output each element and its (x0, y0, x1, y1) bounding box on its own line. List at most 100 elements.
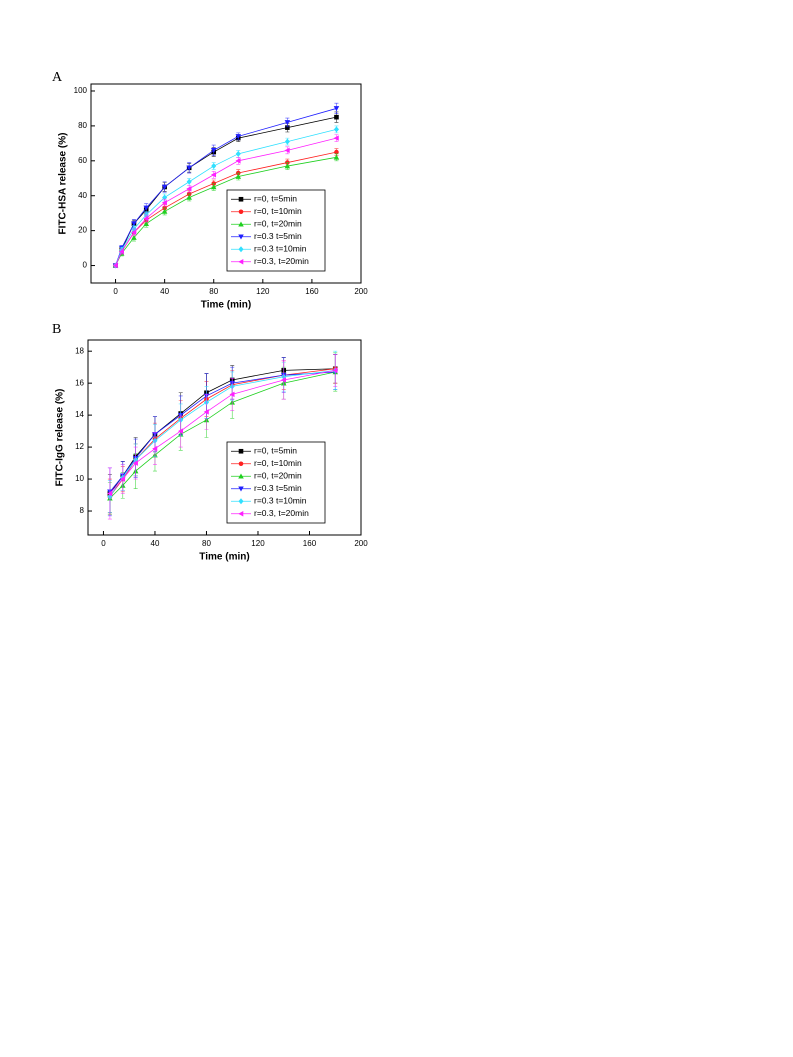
series (112, 153, 340, 268)
marker (280, 377, 287, 383)
series-line (115, 128, 337, 266)
legend-label: r=0, t=5min (254, 194, 297, 204)
marker (284, 120, 291, 126)
marker (177, 428, 184, 434)
marker (112, 262, 118, 269)
y-tick-label: 40 (78, 191, 87, 200)
marker (284, 147, 290, 154)
legend-label: r=0.3 t=5min (254, 483, 302, 493)
y-tick-label: 12 (75, 442, 84, 451)
x-tick-label: 160 (305, 287, 319, 296)
legend-marker (238, 258, 244, 265)
marker (284, 163, 291, 169)
y-axis-title: FITC-HSA release (%) (58, 133, 69, 235)
y-tick-label: 60 (78, 156, 87, 165)
marker (285, 125, 290, 130)
marker (235, 173, 242, 179)
legend-marker (238, 498, 244, 505)
y-tick-label: 16 (75, 378, 84, 387)
x-tick-label: 0 (101, 539, 106, 548)
marker (161, 208, 168, 214)
marker (210, 172, 217, 178)
marker (186, 185, 192, 192)
marker (203, 409, 209, 415)
series-line (115, 108, 337, 266)
y-tick-label: 8 (80, 506, 85, 515)
x-tick-label: 0 (113, 287, 118, 296)
marker (186, 165, 192, 171)
marker (333, 154, 340, 160)
legend-marker (238, 510, 244, 517)
legend-marker (238, 196, 244, 202)
x-tick-label: 80 (209, 287, 218, 296)
marker (131, 229, 137, 236)
marker (162, 194, 168, 201)
x-tick-label: 200 (354, 539, 368, 548)
legend-marker (238, 486, 244, 492)
marker (186, 178, 192, 185)
legend-label: r=0, t=5min (254, 446, 297, 456)
marker (161, 184, 168, 190)
marker (120, 476, 126, 482)
plot-frame (87, 339, 362, 536)
y-tick-label: 0 (83, 261, 88, 270)
marker (229, 391, 235, 398)
x-tick-label: 80 (202, 539, 211, 548)
legend-marker (238, 448, 244, 454)
legend-marker (238, 209, 244, 215)
marker (132, 460, 138, 466)
x-tick-label: 40 (151, 539, 160, 548)
y-tick-label: 80 (78, 121, 87, 130)
panel-label: A (52, 70, 63, 85)
legend-label: r=0, t=20min (254, 471, 302, 481)
marker (211, 163, 217, 170)
marker (107, 490, 113, 497)
marker (284, 138, 290, 145)
marker (186, 194, 192, 200)
marker (118, 248, 124, 255)
legend-label: r=0.3, t=20min (254, 508, 309, 518)
marker (332, 367, 338, 374)
series-line (115, 137, 337, 266)
marker (210, 184, 217, 190)
marker (161, 199, 167, 206)
marker (334, 114, 339, 120)
x-tick-label: 200 (354, 287, 368, 296)
marker (143, 220, 149, 226)
marker (152, 445, 158, 452)
y-tick-label: 14 (75, 410, 84, 419)
marker (235, 158, 241, 164)
marker (235, 150, 241, 157)
legend-label: r=0, t=10min (254, 458, 302, 468)
series-line (115, 156, 337, 266)
x-tick-label: 120 (251, 539, 265, 548)
plot-frame (90, 83, 362, 284)
y-axis-title: FITC-IgG release (%) (55, 389, 66, 487)
legend-label: r=0.3 t=10min (254, 244, 307, 254)
marker (210, 148, 217, 154)
y-tick-label: 10 (75, 474, 84, 483)
marker (333, 106, 340, 112)
marker (333, 135, 339, 141)
marker (131, 221, 137, 227)
y-tick-label: 100 (74, 86, 88, 95)
x-tick-label: 120 (256, 287, 270, 296)
legend-label: r=0.3 t=5min (254, 231, 302, 241)
legend-marker (238, 473, 244, 479)
legend-label: r=0, t=10min (254, 206, 302, 216)
legend-box (226, 441, 326, 524)
marker (235, 134, 242, 140)
marker (143, 205, 149, 211)
marker (131, 234, 137, 240)
y-tick-label: 20 (78, 226, 87, 235)
series (107, 354, 338, 520)
legend-box (226, 189, 326, 272)
x-axis-title: Time (min) (199, 552, 249, 563)
series (112, 134, 339, 269)
x-tick-label: 40 (160, 287, 169, 296)
x-tick-label: 160 (303, 539, 317, 548)
legend-label: r=0.3, t=20min (254, 256, 309, 266)
marker (143, 215, 149, 222)
